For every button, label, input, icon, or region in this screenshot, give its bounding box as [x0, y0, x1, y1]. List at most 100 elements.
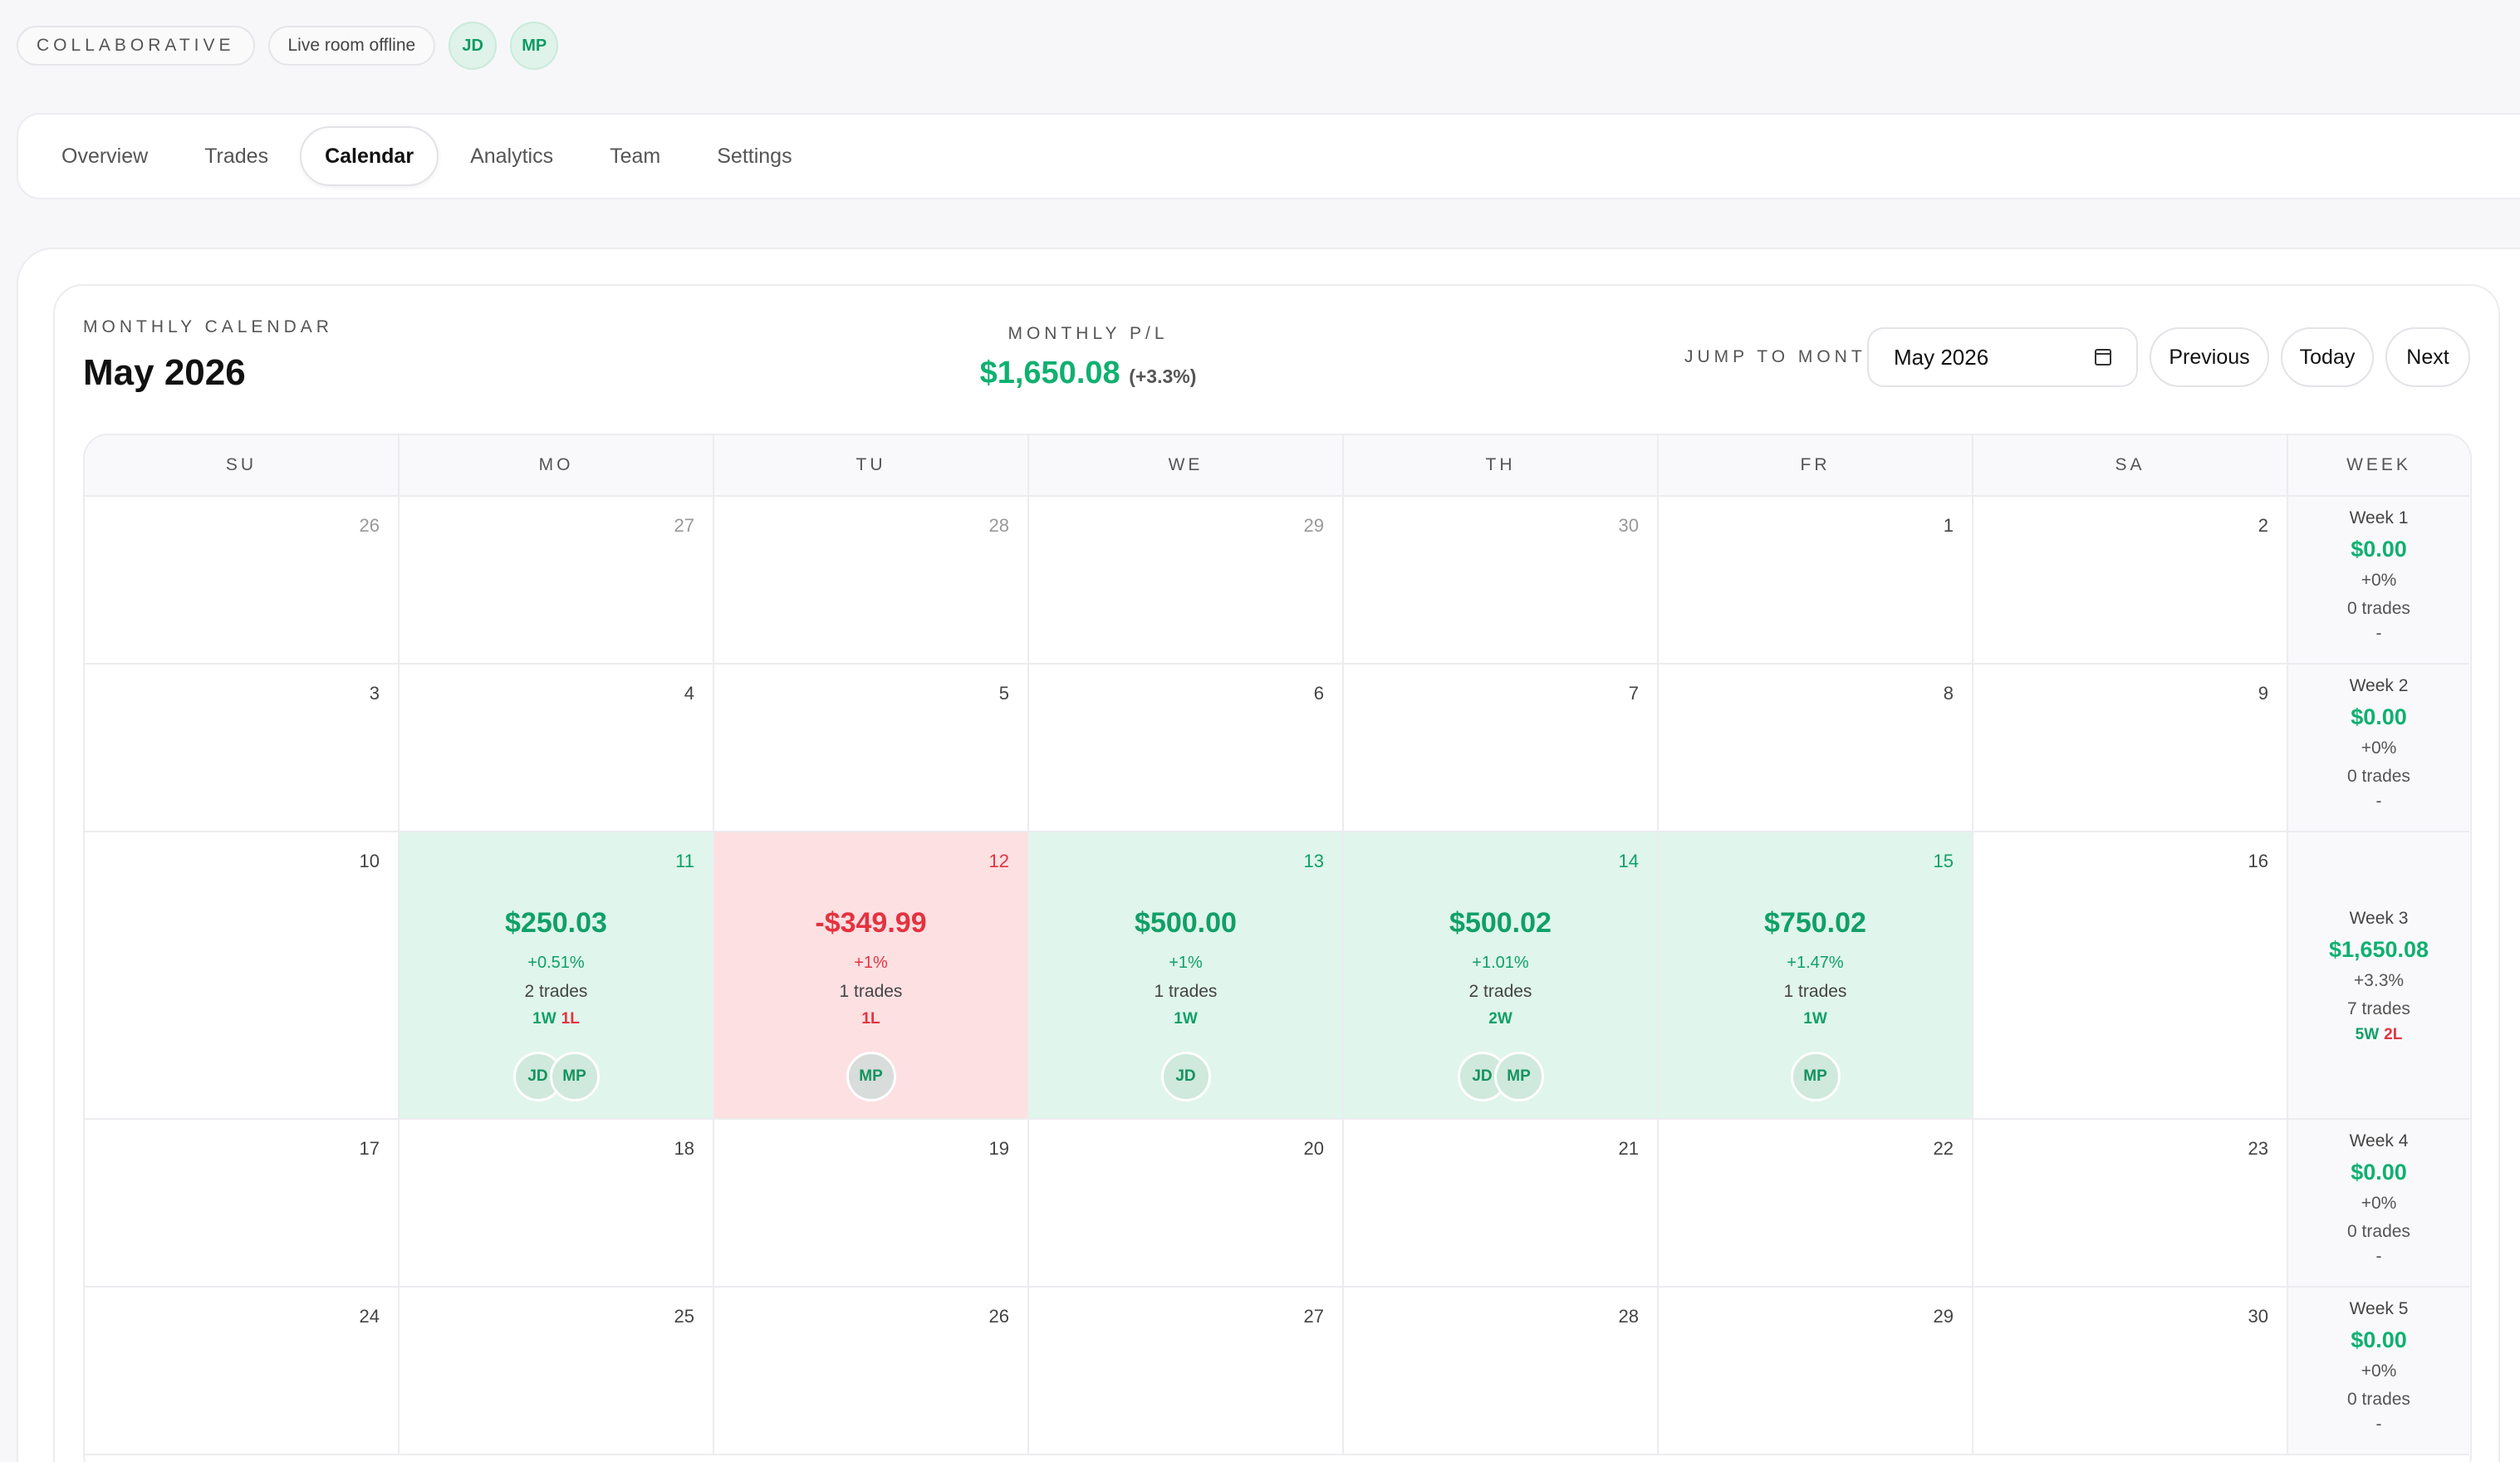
day-cell[interactable]: 13 $500.00 +1% 1 trades 1W JD	[1029, 832, 1344, 1120]
day-number: 22	[1933, 1138, 1954, 1159]
monthly-pl-percent: (+3.3%)	[1129, 366, 1197, 387]
day-number: 23	[2248, 1138, 2268, 1159]
calendar-icon[interactable]	[2095, 349, 2111, 366]
win-count: 1W	[532, 1010, 556, 1028]
day-cell[interactable]: 22	[1659, 1120, 1973, 1288]
avatar[interactable]: MP	[1493, 1052, 1544, 1101]
day-win-loss: 2W	[1344, 1010, 1657, 1028]
day-cell[interactable]: 27	[1029, 1288, 1344, 1455]
day-win-loss: 1W	[1659, 1010, 1972, 1028]
live-status-badge: Live room offline	[267, 26, 436, 66]
day-cell[interactable]: 28	[1344, 1288, 1659, 1455]
week-trade-count: 0 trades	[2347, 767, 2410, 786]
day-cell[interactable]: 14 $500.02 +1.01% 2 trades 2W JD MP	[1344, 832, 1659, 1120]
day-traders: JD	[1029, 1052, 1342, 1101]
avatar[interactable]: MP	[510, 22, 559, 70]
loss-count: 2L	[2384, 1026, 2403, 1043]
week-title: Week 3	[2349, 909, 2409, 928]
day-cell[interactable]: 19	[714, 1120, 1029, 1288]
day-cell[interactable]: 30	[1344, 497, 1659, 665]
day-traders: JD MP	[400, 1052, 713, 1101]
day-cell[interactable]: 23	[1973, 1120, 2288, 1288]
today-button[interactable]: Today	[2281, 327, 2374, 387]
day-cell[interactable]: 12 -$349.99 +1% 1 trades 1L MP	[714, 832, 1029, 1120]
day-number: 12	[988, 851, 1009, 871]
day-cell[interactable]: 25	[400, 1288, 714, 1455]
day-cell[interactable]: 7	[1344, 665, 1659, 832]
day-number: 1	[1943, 515, 1954, 536]
day-number: 5	[998, 683, 1009, 704]
day-cell[interactable]: 24	[85, 1288, 400, 1455]
avatar[interactable]: JD	[449, 22, 498, 70]
day-cell[interactable]: 27	[400, 497, 714, 665]
tab-trades[interactable]: Trades	[204, 144, 269, 168]
day-pl-value: $750.02	[1764, 907, 1866, 939]
day-number: 14	[1618, 851, 1639, 871]
day-cell[interactable]: 30	[1973, 1288, 2288, 1455]
day-number: 21	[1618, 1138, 1639, 1159]
day-trade-count: 2 trades	[524, 982, 588, 1001]
day-cell[interactable]: 5	[714, 665, 1029, 832]
day-cell[interactable]: 29	[1029, 497, 1344, 665]
avatar[interactable]: MP	[549, 1052, 600, 1101]
loss-count: 1L	[861, 1010, 880, 1028]
monthly-pl-label: MONTHLY P/L	[1008, 324, 1169, 343]
week-summary: Week 3 $1,650.08 +3.3% 7 trades 5W 2L	[2288, 832, 2469, 1120]
day-cell[interactable]: 10	[85, 832, 400, 1120]
day-win-loss: 1L	[714, 1010, 1027, 1028]
weekday-header-tuesday: TU	[714, 435, 1029, 497]
month-picker-input[interactable]: May 2026	[1867, 327, 2138, 387]
day-number: 26	[359, 515, 380, 536]
weekday-header-monday: MO	[400, 435, 714, 497]
day-cell[interactable]: 26	[714, 1288, 1029, 1455]
day-traders: JD MP	[1344, 1052, 1657, 1101]
avatar[interactable]: MP	[846, 1052, 896, 1101]
day-cell[interactable]: 20	[1029, 1120, 1344, 1288]
day-number: 25	[674, 1306, 694, 1327]
week-title: Week 4	[2349, 1131, 2409, 1150]
week-trade-count: 0 trades	[2347, 1222, 2410, 1241]
month-picker-value: May 2026	[1894, 344, 1989, 370]
day-cell[interactable]: 15 $750.02 +1.47% 1 trades 1W MP	[1659, 832, 1973, 1120]
day-cell[interactable]: 28	[714, 497, 1029, 665]
day-number: 28	[1618, 1306, 1639, 1327]
tab-team[interactable]: Team	[610, 144, 661, 168]
day-pl-percent: +1%	[1169, 954, 1203, 972]
day-number: 10	[359, 851, 380, 871]
day-cell[interactable]: 4	[400, 665, 714, 832]
day-number: 8	[1943, 683, 1954, 704]
day-cell[interactable]: 11 $250.03 +0.51% 2 trades 1W 1L JD MP	[400, 832, 714, 1120]
day-cell[interactable]: 9	[1973, 665, 2288, 832]
day-cell[interactable]: 29	[1659, 1288, 1973, 1455]
week-win-loss-empty: -	[2375, 624, 2382, 643]
tab-calendar[interactable]: Calendar	[300, 126, 439, 186]
next-button[interactable]: Next	[2385, 327, 2470, 387]
day-number: 17	[359, 1138, 380, 1159]
day-cell[interactable]: 16	[1973, 832, 2288, 1120]
day-cell[interactable]: 2	[1973, 497, 2288, 665]
avatar[interactable]: JD	[1160, 1052, 1211, 1101]
day-number: 27	[674, 515, 694, 536]
tab-settings[interactable]: Settings	[717, 144, 792, 168]
day-number: 13	[1303, 851, 1324, 871]
week-pl-value: $0.00	[2351, 1327, 2407, 1352]
day-cell[interactable]: 3	[85, 665, 400, 832]
tab-analytics[interactable]: Analytics	[470, 144, 554, 168]
previous-button[interactable]: Previous	[2150, 327, 2269, 387]
monthly-pl: MONTHLY P/L $1,650.08 (+3.3%)	[831, 324, 1346, 391]
day-cell[interactable]: 8	[1659, 665, 1973, 832]
day-cell[interactable]: 1	[1659, 497, 1973, 665]
day-traders: MP	[1659, 1052, 1972, 1101]
day-pl-percent: +0.51%	[527, 954, 585, 972]
day-cell[interactable]: 21	[1344, 1120, 1659, 1288]
day-cell[interactable]: 6	[1029, 665, 1344, 832]
day-cell[interactable]: 26	[85, 497, 400, 665]
day-cell[interactable]: 17	[85, 1120, 400, 1288]
day-cell[interactable]: 18	[400, 1120, 714, 1288]
week-summary: Week 4 $0.00 +0% 0 trades -	[2288, 1120, 2469, 1288]
loss-count: 1L	[561, 1010, 580, 1028]
avatar[interactable]: MP	[1790, 1052, 1841, 1101]
day-number: 29	[1933, 1306, 1954, 1327]
tab-overview[interactable]: Overview	[61, 144, 149, 168]
week-pl-percent: +3.3%	[2353, 971, 2405, 990]
